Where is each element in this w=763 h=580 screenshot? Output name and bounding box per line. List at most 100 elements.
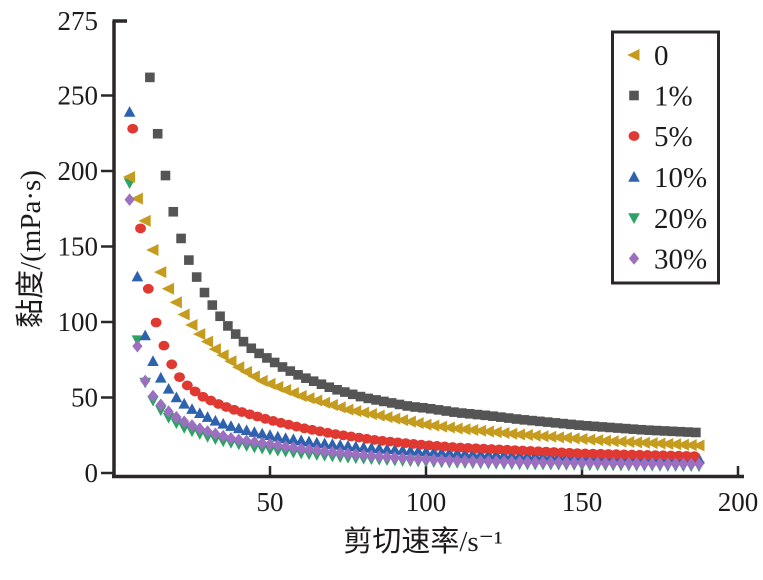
data-point [433, 405, 444, 415]
data-point [146, 244, 159, 257]
series-5% [127, 123, 700, 461]
data-point [447, 442, 458, 452]
data-point [170, 391, 183, 403]
data-point [472, 409, 483, 420]
data-point [548, 447, 560, 457]
data-point [357, 441, 370, 453]
data-point [691, 427, 701, 438]
data-point [653, 437, 666, 450]
data-point [626, 449, 638, 460]
data-point [189, 386, 201, 397]
data-point [418, 402, 428, 413]
data-point [215, 311, 225, 322]
data-point [325, 399, 338, 412]
data-point [145, 72, 155, 83]
data-point [458, 423, 471, 436]
data-point [474, 447, 487, 459]
data-point [462, 442, 474, 453]
data-point [162, 382, 175, 394]
data-point [473, 424, 487, 437]
data-point [530, 455, 541, 469]
data-point [618, 449, 630, 460]
data-point [569, 456, 580, 469]
y-axis-title: 黏度/(mPa·s) [14, 170, 47, 328]
data-point [442, 421, 455, 434]
data-point [576, 456, 588, 470]
data-point [384, 436, 396, 447]
data-point [637, 436, 650, 449]
data-point [425, 403, 436, 414]
data-point [631, 457, 642, 470]
data-point [450, 422, 463, 435]
data-point [535, 416, 545, 427]
data-point [155, 371, 167, 383]
data-point [478, 443, 490, 454]
data-point [459, 454, 471, 468]
data-point [610, 449, 622, 460]
legend-label: 30% [654, 244, 707, 276]
data-point [158, 340, 170, 351]
data-point [209, 414, 222, 426]
data-point [324, 382, 335, 393]
data-point [457, 408, 467, 418]
data-point [233, 422, 245, 434]
data-point [342, 447, 354, 460]
data-point [130, 192, 143, 205]
data-point [647, 457, 658, 470]
data-point [497, 426, 510, 439]
data-point [176, 233, 186, 244]
data-point [397, 451, 408, 465]
data-point [613, 423, 623, 433]
data-point [256, 427, 268, 439]
data-point [542, 417, 553, 427]
legend-item-10%: 10% [628, 162, 707, 194]
data-point [408, 438, 419, 449]
data-point [659, 426, 670, 436]
triangle-down-legend-marker-icon [628, 213, 640, 224]
data-point [295, 434, 307, 446]
y-tick-label: 0 [85, 458, 99, 488]
data-point [154, 266, 167, 279]
data-point [636, 424, 647, 435]
data-point [216, 349, 229, 362]
data-point [528, 429, 541, 442]
data-point [225, 431, 237, 445]
data-point [584, 456, 595, 470]
data-point [162, 412, 175, 424]
data-point [193, 328, 206, 341]
data-point [590, 434, 604, 447]
data-point [470, 443, 482, 454]
data-point [319, 444, 330, 458]
legend-label: 10% [654, 162, 707, 194]
data-point [564, 447, 575, 458]
data-point [645, 437, 658, 450]
data-point [522, 455, 533, 469]
data-point [536, 430, 549, 443]
data-point [466, 423, 479, 436]
data-point [496, 412, 506, 422]
data-point [272, 430, 284, 442]
data-point [326, 438, 339, 450]
data-point [428, 453, 439, 467]
data-point [615, 456, 627, 470]
data-point [544, 430, 557, 443]
data-point [439, 441, 451, 452]
data-point [575, 433, 588, 446]
data-point [420, 445, 432, 457]
data-point [532, 446, 544, 457]
data-point [454, 442, 466, 453]
data-point [350, 448, 361, 461]
data-point [571, 448, 583, 459]
data-point [420, 453, 432, 466]
legend-label: 5% [654, 121, 693, 153]
data-point [419, 418, 432, 431]
data-point [405, 452, 416, 465]
data-point [239, 365, 253, 378]
data-point [386, 398, 397, 408]
data-point [311, 444, 322, 457]
data-point [184, 255, 194, 265]
legend-item-1%: 1% [629, 81, 693, 113]
data-point [280, 440, 291, 453]
